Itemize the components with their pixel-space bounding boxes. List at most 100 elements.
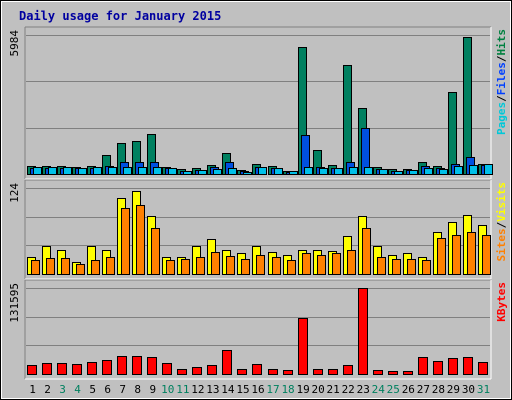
plot-area xyxy=(25,27,491,179)
kbytes-bar-4 xyxy=(72,364,82,375)
pages-bar-24 xyxy=(379,169,388,175)
kbytes-bar-1 xyxy=(27,365,37,375)
kbytes-bar-7 xyxy=(117,356,127,375)
pages-bar-30 xyxy=(469,165,478,175)
sites-bar-12 xyxy=(196,257,205,275)
kbytes-bar-18 xyxy=(283,370,293,375)
sites-bar-6 xyxy=(106,257,115,275)
pages-bar-18 xyxy=(289,171,298,175)
sites-bar-10 xyxy=(166,260,175,275)
pages-bar-29 xyxy=(454,166,463,175)
pages-bar-1 xyxy=(33,167,42,175)
kbytes-bar-6 xyxy=(102,360,112,375)
pages-bar-25 xyxy=(394,171,403,175)
pages-bar-17 xyxy=(274,168,283,175)
kbytes-bar-29 xyxy=(448,358,458,375)
day-label-12: 12 xyxy=(191,383,204,396)
visits-panel: 124 Sites/Visits xyxy=(8,179,508,280)
kbytes-panel: 131595 KBytes xyxy=(8,279,508,380)
y-max-label: 5984 xyxy=(8,30,21,57)
sites-bar-13 xyxy=(211,252,220,275)
kbytes-bar-22 xyxy=(343,365,353,375)
legend-entry: Sites xyxy=(495,228,508,261)
kbytes-bar-13 xyxy=(207,365,217,375)
day-label-5: 5 xyxy=(89,383,96,396)
kbytes-bar-21 xyxy=(328,369,338,375)
sites-bar-27 xyxy=(422,260,431,275)
kbytes-bar-25 xyxy=(388,371,398,375)
hits-bar-22 xyxy=(343,65,352,175)
legend-entry: Hits xyxy=(495,29,508,56)
kbytes-bar-28 xyxy=(433,361,443,375)
pages-bar-16 xyxy=(258,167,267,175)
day-label-25: 25 xyxy=(387,383,400,396)
day-label-21: 21 xyxy=(327,383,340,396)
day-label-23: 23 xyxy=(357,383,370,396)
pages-bar-19 xyxy=(304,167,313,175)
kbytes-bar-27 xyxy=(418,357,428,375)
day-label-15: 15 xyxy=(236,383,249,396)
chart-title: Daily usage for January 2015 xyxy=(19,9,221,23)
day-label-27: 27 xyxy=(417,383,430,396)
day-label-19: 19 xyxy=(296,383,309,396)
pages-bar-23 xyxy=(364,167,373,175)
legend-entry: Pages xyxy=(495,102,508,135)
sites-bar-18 xyxy=(287,260,296,275)
pages-bar-11 xyxy=(183,171,192,175)
day-label-11: 11 xyxy=(176,383,189,396)
sites-bar-3 xyxy=(61,258,70,275)
pages-bar-9 xyxy=(153,167,162,175)
day-label-7: 7 xyxy=(119,383,126,396)
day-label-4: 4 xyxy=(74,383,81,396)
kbytes-bar-8 xyxy=(132,356,142,375)
pages-bar-31 xyxy=(484,164,493,175)
sites-bar-24 xyxy=(377,257,386,275)
pages-bar-28 xyxy=(439,169,448,175)
hits-bar-29 xyxy=(448,92,457,175)
kbytes-bar-9 xyxy=(147,357,157,375)
legend-entry: / xyxy=(495,55,508,62)
day-label-17: 17 xyxy=(266,383,279,396)
pages-bar-20 xyxy=(319,168,328,175)
kbytes-bar-12 xyxy=(192,367,202,375)
sites-bar-29 xyxy=(452,235,461,275)
sites-bar-21 xyxy=(332,253,341,275)
pages-bar-3 xyxy=(63,167,72,175)
pages-bar-8 xyxy=(138,167,147,175)
sites-bar-22 xyxy=(347,250,356,275)
day-label-31: 31 xyxy=(477,383,490,396)
kbytes-bar-20 xyxy=(313,369,323,375)
kbytes-bar-24 xyxy=(373,370,383,375)
day-label-26: 26 xyxy=(402,383,415,396)
sites-bar-16 xyxy=(256,255,265,275)
pages-bar-21 xyxy=(334,168,343,175)
sites-bar-20 xyxy=(317,255,326,275)
legend-entry: / xyxy=(495,95,508,102)
sites-bar-25 xyxy=(392,259,401,275)
pages-bar-26 xyxy=(409,170,418,175)
legend: Sites/Visits xyxy=(495,182,508,262)
sites-bar-15 xyxy=(241,259,250,275)
day-label-30: 30 xyxy=(462,383,475,396)
pages-bar-7 xyxy=(123,167,132,175)
legend-entry: Visits xyxy=(495,182,508,222)
pages-bar-15 xyxy=(243,172,252,175)
day-label-22: 22 xyxy=(342,383,355,396)
day-label-9: 9 xyxy=(149,383,156,396)
sites-bar-11 xyxy=(181,259,190,275)
day-label-2: 2 xyxy=(44,383,51,396)
kbytes-bar-31 xyxy=(478,362,488,375)
kbytes-bar-23 xyxy=(358,288,368,375)
legend: Pages/Files/Hits xyxy=(495,29,508,135)
day-label-18: 18 xyxy=(281,383,294,396)
legend-entry: KBytes xyxy=(495,282,508,322)
pages-bar-14 xyxy=(228,168,237,175)
day-label-14: 14 xyxy=(221,383,235,396)
kbytes-bar-11 xyxy=(177,369,187,375)
pages-bar-22 xyxy=(349,167,358,175)
pages-bar-10 xyxy=(168,168,177,175)
day-label-1: 1 xyxy=(29,383,36,396)
pages-bar-27 xyxy=(424,168,433,175)
